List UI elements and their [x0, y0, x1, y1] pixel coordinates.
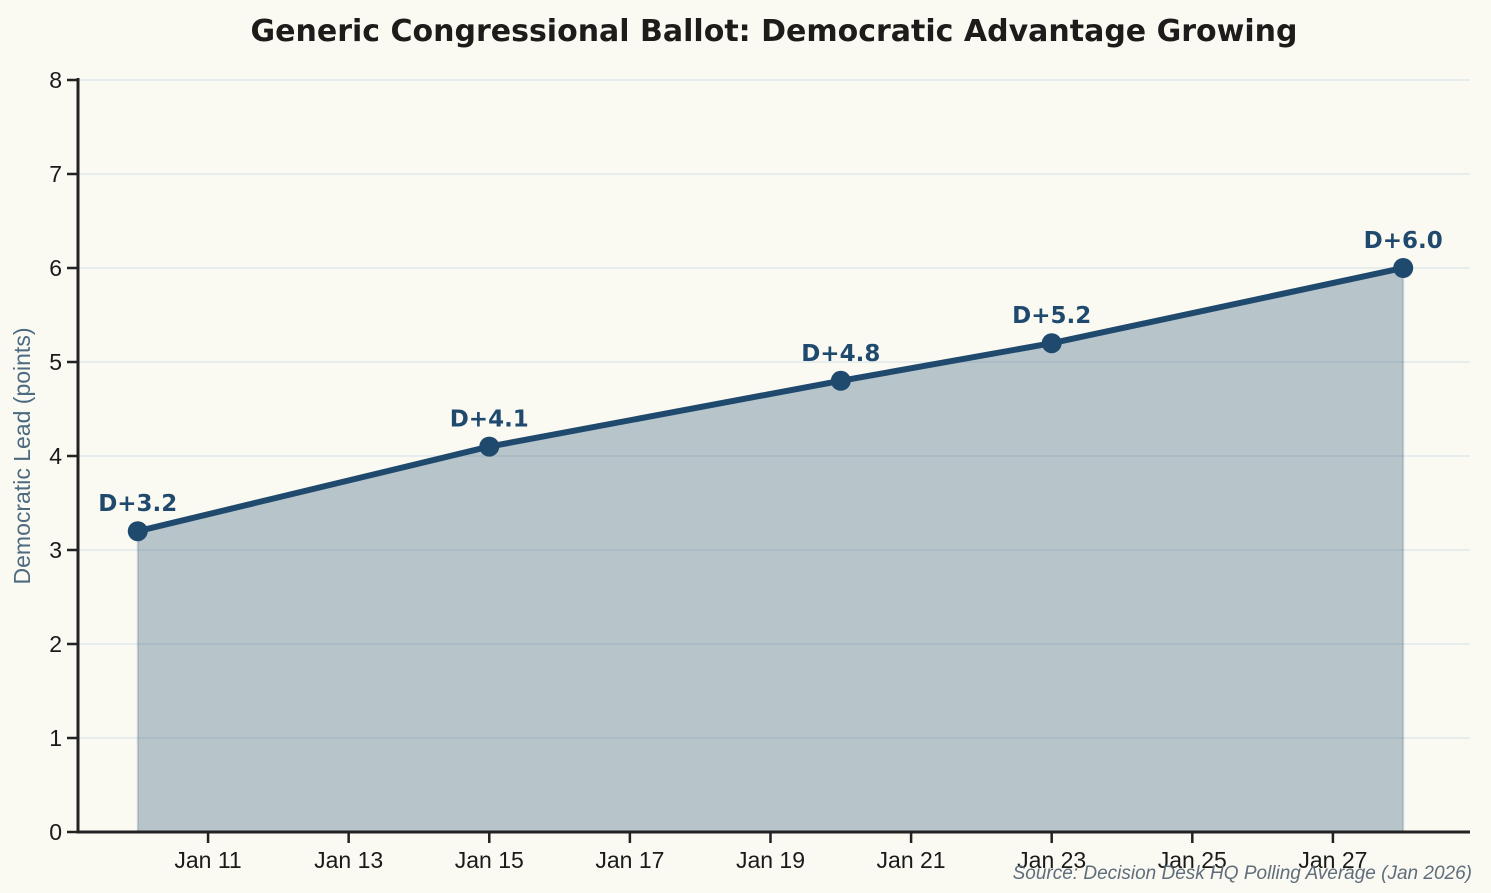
gridlines — [78, 79, 1470, 739]
source-note: Source: Decision Desk HQ Polling Average… — [1013, 863, 1472, 884]
data-point-label: D+5.2 — [1012, 303, 1091, 329]
x-tick-label: Jan 21 — [877, 847, 946, 873]
x-tick-label: Jan 27 — [1298, 847, 1367, 873]
x-tick-label: Jan 15 — [455, 847, 524, 873]
x-tick-label: Jan 23 — [1017, 847, 1086, 873]
data-point — [830, 370, 851, 391]
chart-title: Generic Congressional Ballot: Democratic… — [251, 14, 1298, 49]
data-point-label: D+6.0 — [1364, 228, 1443, 254]
y-tick-label: 5 — [49, 349, 62, 375]
y-tick-label: 8 — [49, 67, 62, 93]
x-tick-label: Jan 19 — [736, 847, 805, 873]
data-point — [127, 521, 148, 542]
y-tick-label: 7 — [49, 161, 62, 187]
x-tick-label: Jan 25 — [1158, 847, 1227, 873]
y-tick-label: 6 — [49, 255, 62, 281]
data-point-label: D+4.1 — [450, 407, 529, 433]
data-point-labels: D+3.2 D+4.1 D+4.8 D+5.2 D+6.0 — [98, 228, 1443, 517]
y-axis-label: Democratic Lead (points) — [9, 328, 35, 585]
data-point — [1393, 258, 1414, 278]
y-tick-label: 2 — [49, 631, 62, 657]
y-tick-label: 3 — [49, 537, 62, 563]
y-tick-label: 4 — [49, 443, 62, 469]
data-point — [1041, 333, 1062, 354]
axes: Jan 11 Jan 13 Jan 15 Jan 17 Jan 19 Jan 21 Jan … — [49, 67, 1470, 873]
x-tick-label: Jan 11 — [174, 847, 241, 873]
y-tick-label: 1 — [49, 725, 62, 751]
x-tick-label: Jan 17 — [595, 847, 664, 873]
data-point-label: D+4.8 — [801, 341, 880, 367]
x-tick-label: Jan 13 — [314, 847, 383, 873]
data-point-label: D+3.2 — [98, 491, 177, 517]
y-tick-label: 0 — [49, 819, 62, 845]
data-point — [479, 436, 500, 457]
